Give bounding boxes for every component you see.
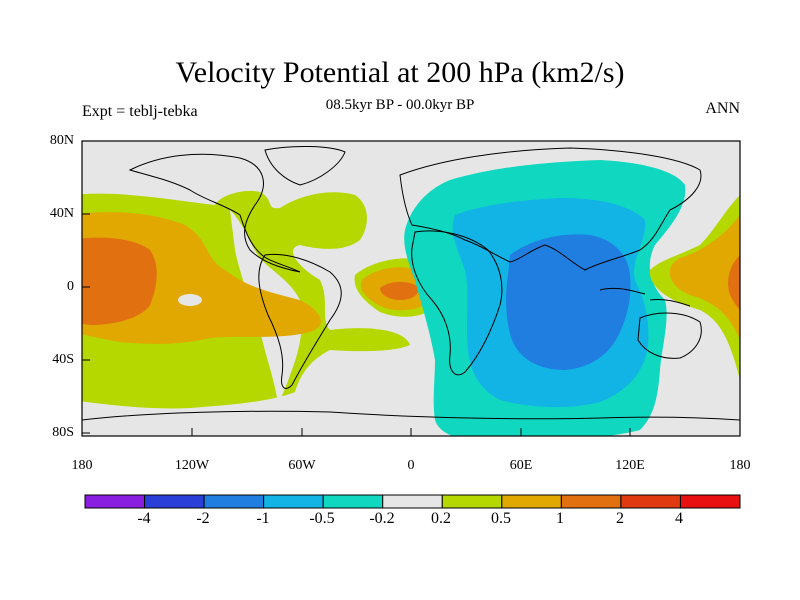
colorbar-label: 2 (616, 510, 624, 527)
antarctica-outline (82, 410, 740, 421)
africa-outline (411, 230, 503, 376)
coastlines (82, 146, 740, 421)
experiment-label: Expt = teblj-tebka (82, 103, 198, 120)
south-america-outline (258, 253, 342, 389)
positive-region-pacific-core (82, 237, 157, 325)
lat-label-40n: 40N (49, 206, 74, 221)
colorbar-label: -2 (196, 510, 210, 527)
colorbar-box (560, 494, 622, 509)
colorbar-label: -1 (256, 510, 270, 527)
positive-region-east-edge-core (728, 255, 740, 310)
colorbar-label: 0.2 (431, 510, 451, 527)
colorbar-label: 0.5 (491, 510, 511, 527)
colorbar-label: -0.2 (369, 510, 395, 527)
colorbar-box (263, 494, 324, 509)
indonesia-outline (599, 287, 691, 307)
colorbar-box (144, 494, 205, 509)
positive-region-atlantic-core (380, 281, 419, 300)
europe-asia-outline (399, 147, 702, 271)
lon-label-120e: 120E (615, 458, 645, 473)
colorbar-box (441, 494, 503, 509)
lon-label-0: 0 (407, 458, 415, 473)
north-america-outline (128, 153, 301, 273)
lat-label-0: 0 (67, 279, 74, 294)
colorbar-label: 1 (556, 510, 564, 527)
lon-label-180w: 180 (71, 458, 93, 473)
colorbar-label: 4 (675, 510, 683, 527)
colorbar-label: -0.5 (309, 510, 335, 527)
lon-label-120w: 120W (174, 458, 210, 473)
colorbar-box (501, 494, 562, 509)
colorbar-box (322, 494, 384, 509)
colorbar-box (382, 494, 443, 509)
negative-region-indian-core (506, 234, 631, 370)
lon-label-60e: 60E (509, 458, 533, 473)
neutral-hole (178, 294, 202, 306)
australia-outline (637, 312, 702, 359)
lon-label-60w: 60W (288, 458, 316, 473)
lat-label-80s: 80S (52, 425, 74, 440)
colorbar (84, 494, 741, 509)
chart-subtitle: 08.5kyr BP - 00.0kyr BP (325, 97, 475, 113)
chart-title: Velocity Potential at 200 hPa (km2/s) (175, 56, 625, 89)
lat-label-40s: 40S (52, 352, 74, 367)
colorbar-box (620, 494, 681, 509)
axis-ticks (81, 140, 741, 436)
greenland-outline (264, 146, 346, 186)
colorbar-label: -4 (137, 510, 151, 527)
positive-region-east-edge-orange (669, 215, 740, 340)
colorbar-box (679, 494, 741, 509)
colorbar-box (203, 494, 265, 509)
lon-label-180e: 180 (729, 458, 751, 473)
lat-label-80n: 80N (49, 133, 74, 148)
colorbar-box (84, 494, 146, 509)
season-label: ANN (705, 100, 740, 117)
